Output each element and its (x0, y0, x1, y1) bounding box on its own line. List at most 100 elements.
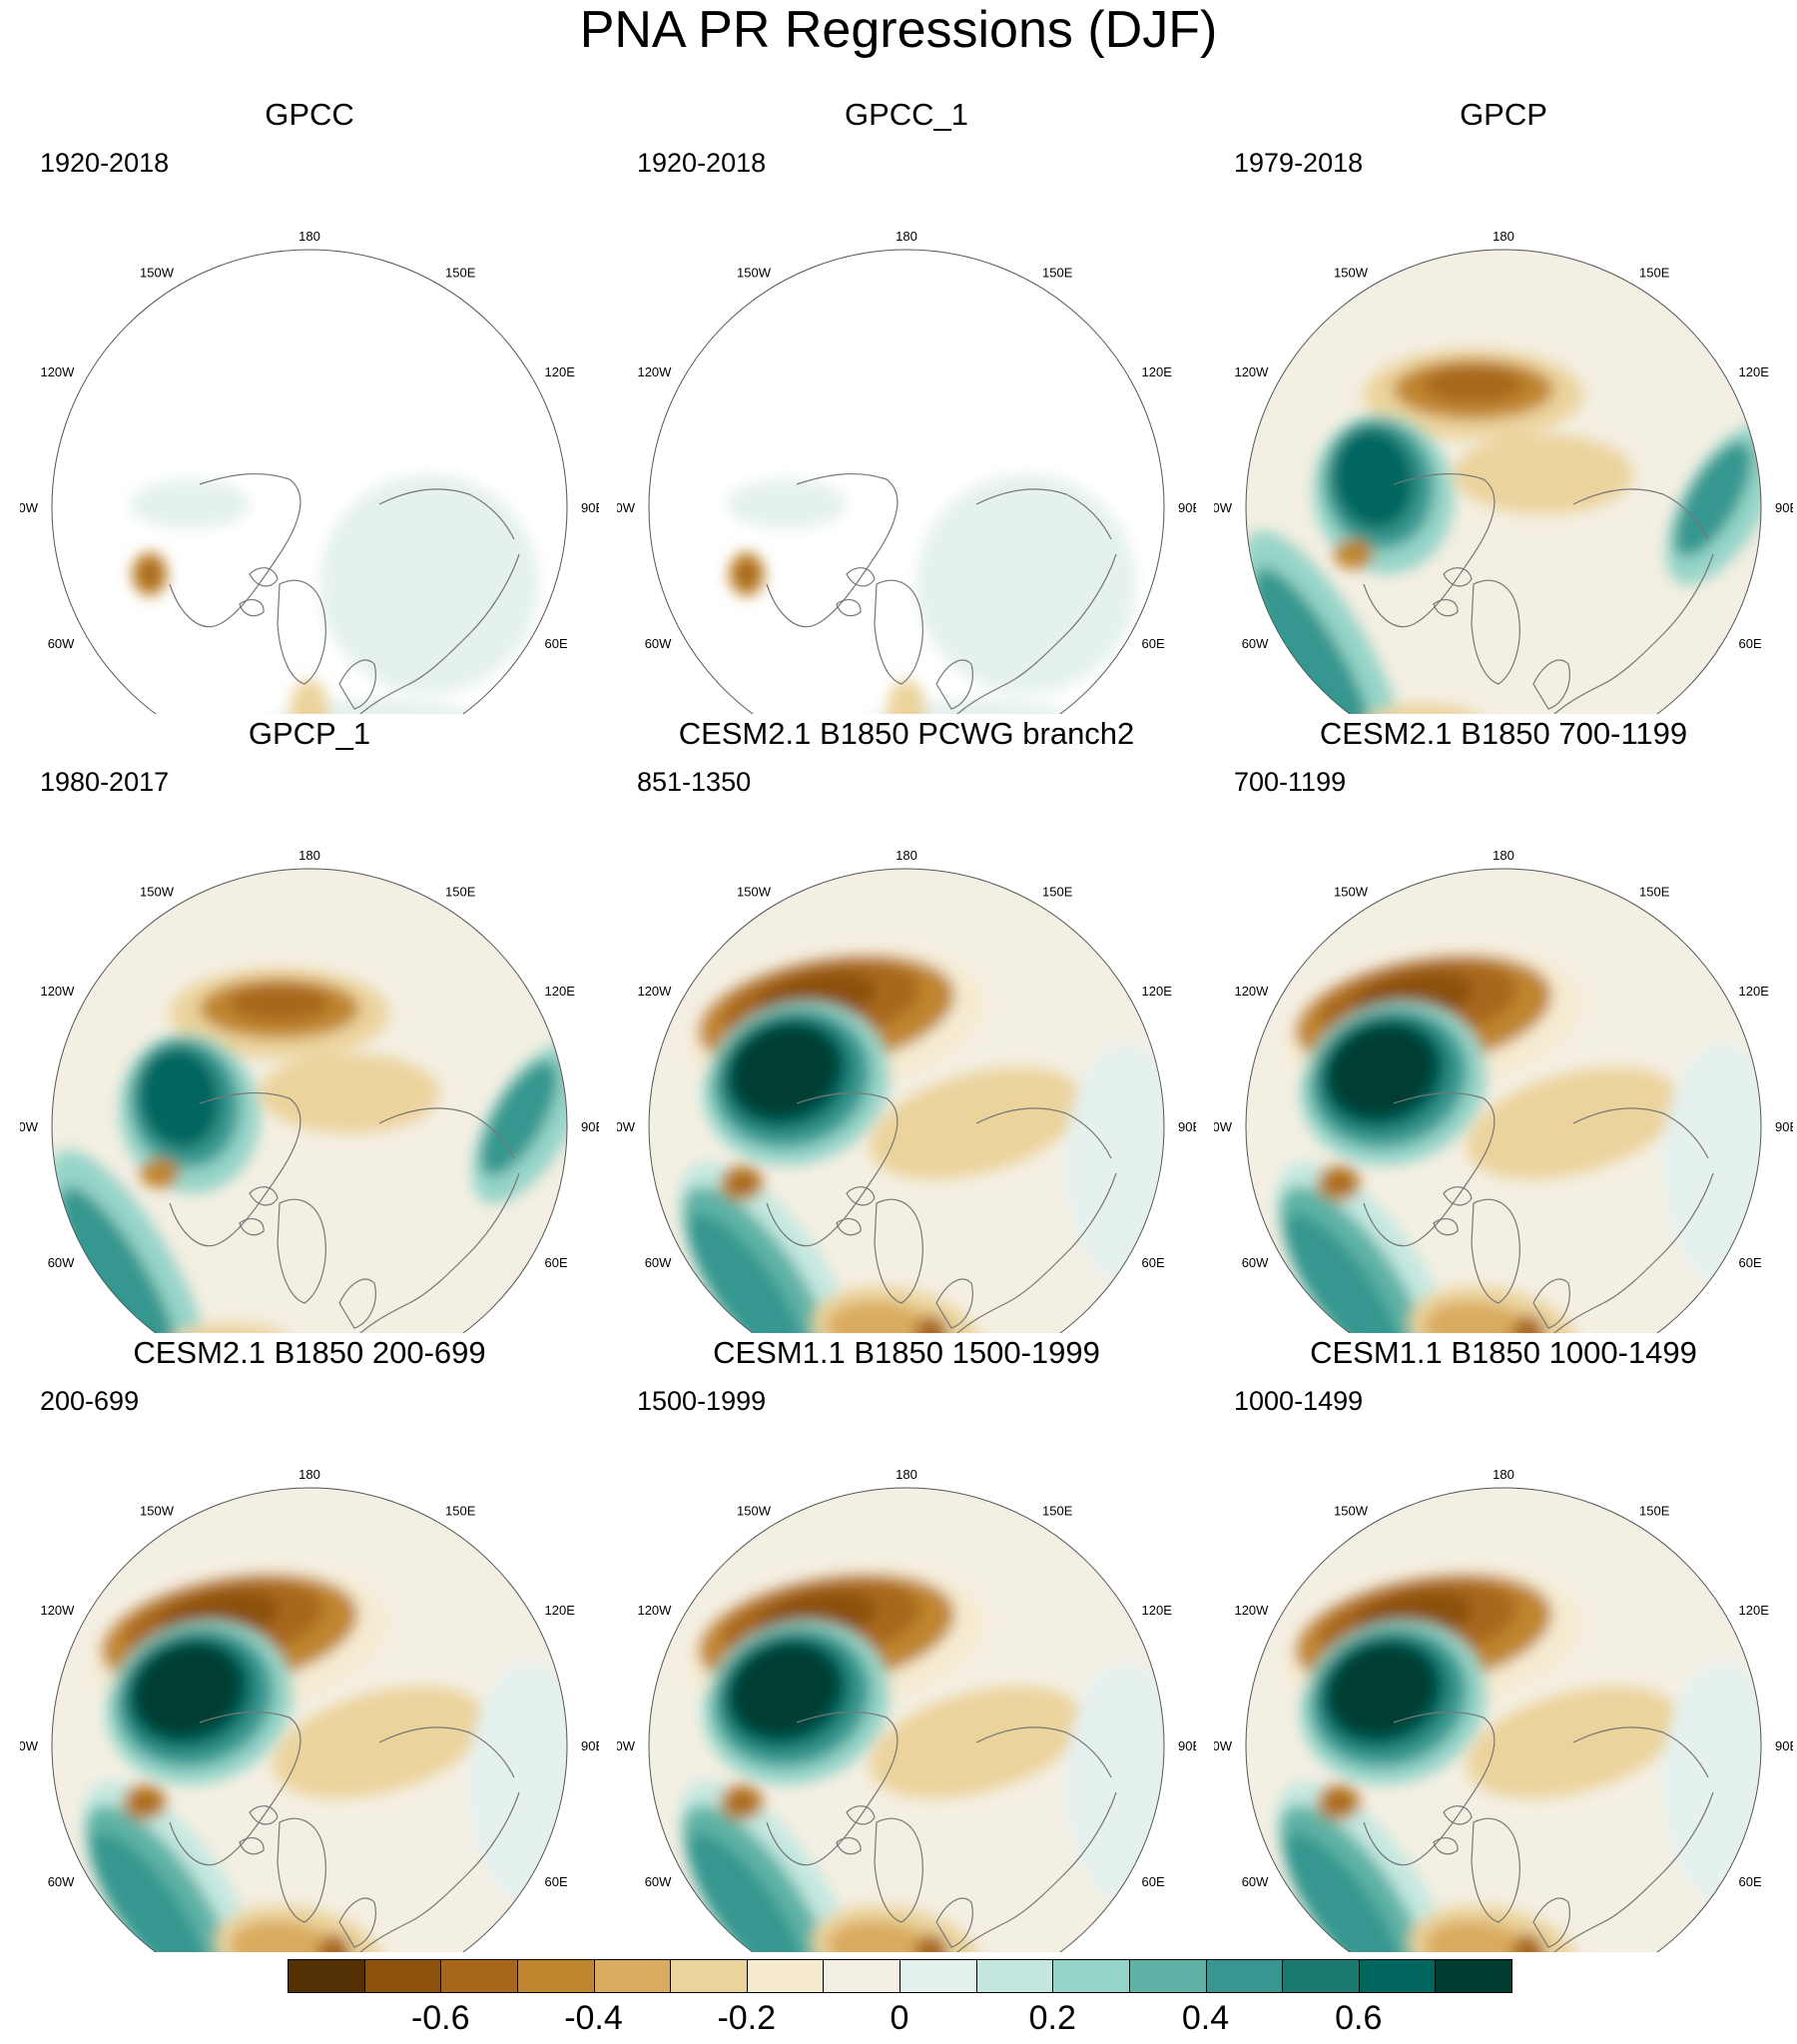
precip-anomaly-region (1510, 1315, 1546, 1333)
precip-anomaly-region (260, 1053, 439, 1133)
precip-anomaly-region (479, 1060, 559, 1176)
precip-anomaly-region (1066, 1043, 1164, 1283)
longitude-label: 150W (140, 884, 175, 899)
longitude-label: 90W (617, 500, 636, 515)
precip-anomaly-region (1284, 1832, 1404, 1952)
coastline (348, 1172, 520, 1333)
coastline (846, 1186, 876, 1206)
longitude-label: 60W (645, 1874, 672, 1889)
longitude-label: 90E (1775, 1119, 1793, 1134)
coastline (975, 488, 1112, 540)
longitude-label: 90E (581, 1119, 599, 1134)
precip-anomaly-region (90, 1832, 210, 1952)
longitude-label: 120W (637, 984, 672, 999)
coastline (836, 598, 862, 617)
precip-anomaly-region (469, 1663, 567, 1902)
precip-anomaly-region (1510, 1934, 1546, 1952)
polar-stereographic-map: 180150E120E90E60E30E030W60W90W120W150W (20, 848, 599, 1333)
polar-stereographic-map: 180150E120E90E60E30E030W60W90W120W150W (617, 1467, 1196, 1952)
map-boundary (1245, 1487, 1762, 1952)
coastline (1363, 1710, 1496, 1866)
longitude-label: 150W (737, 884, 772, 899)
longitude-label: 150E (1042, 884, 1073, 899)
longitude-label: 150E (445, 884, 476, 899)
colorbar-swatch (1435, 1959, 1512, 1993)
coastline (935, 1278, 973, 1329)
colorbar-tick-label: -0.2 (717, 1999, 777, 2037)
longitude-label: 120E (1142, 984, 1173, 999)
longitude-label: 60E (545, 636, 568, 651)
colorbar-swatch (1358, 1959, 1437, 1993)
longitude-label: 150W (140, 265, 175, 280)
coastline (348, 1791, 520, 1952)
map-panel: GPCP180150E120E90E60E30E030W60W90W120W15… (1214, 95, 1793, 714)
colorbar-tick-label: 0.2 (1028, 1999, 1076, 2037)
coastline (766, 1710, 898, 1866)
precip-anomaly-region (728, 1173, 756, 1193)
longitude-label: 180 (299, 1467, 320, 1482)
precip-anomaly-region (230, 1920, 349, 1952)
panel-title: CESM1.1 B1850 1500-1999 (713, 1335, 1100, 1370)
polar-stereographic-map: 180150E120E90E60E30E030W60W90W120W150W (1214, 1467, 1793, 1952)
longitude-label: 90W (20, 1119, 39, 1134)
longitude-label: 90E (581, 1738, 599, 1753)
longitude-label: 120W (40, 364, 75, 379)
precip-anomaly-region (316, 1934, 352, 1952)
colorbar-tick-label: 0 (890, 1999, 909, 2037)
longitude-label: 120W (1234, 984, 1269, 999)
precip-anomaly-region (131, 1792, 159, 1812)
coastline (1471, 1817, 1520, 1923)
precip-anomaly-region (230, 986, 329, 1022)
coastline (1532, 1897, 1570, 1948)
map-boundary (1245, 868, 1762, 1333)
longitude-label: 180 (299, 848, 320, 863)
precip-anomaly-region (1328, 1644, 1436, 1737)
longitude-label: 90W (20, 1738, 39, 1753)
longitude-label: 180 (299, 229, 320, 244)
longitude-label: 120E (1739, 984, 1770, 999)
longitude-label: 60W (48, 636, 75, 651)
longitude-label: 60W (645, 1255, 672, 1270)
precip-anomaly-region (1328, 1024, 1436, 1118)
coastline (1443, 567, 1473, 587)
coastline (1443, 1805, 1473, 1825)
longitude-label: 150W (140, 1503, 175, 1518)
longitude-label: 150W (1334, 884, 1369, 899)
precip-anomaly-region (913, 1934, 949, 1952)
polar-stereographic-map: 180150E120E90E60E30E030W60W90W120W150W (617, 229, 1196, 714)
longitude-label: 180 (896, 848, 917, 863)
longitude-label: 90E (1178, 1738, 1196, 1753)
longitude-label: 150W (737, 265, 772, 280)
longitude-label: 60E (1739, 636, 1762, 651)
coastline (1471, 1198, 1520, 1304)
longitude-label: 60E (1142, 1874, 1165, 1889)
polar-stereographic-map: 180150E120E90E60E30E030W60W90W120W150W (617, 848, 1196, 1333)
coastline (348, 553, 520, 714)
polar-stereographic-map: 180150E120E90E60E30E030W60W90W120W150W (1214, 229, 1793, 714)
precip-anomaly-region (1424, 1920, 1543, 1952)
precip-anomaly-region (140, 560, 160, 588)
coastline (766, 1091, 898, 1247)
panel-title: CESM2.1 B1850 200-699 (133, 1335, 486, 1370)
coastline (169, 1710, 301, 1866)
coastline (338, 659, 376, 710)
longitude-label: 180 (1493, 229, 1514, 244)
longitude-label: 150E (445, 1503, 476, 1518)
coastline (239, 1217, 265, 1236)
precip-anomaly-region (1333, 429, 1415, 529)
longitude-label: 90W (1214, 1738, 1233, 1753)
coastline (935, 659, 973, 710)
panel-title: GPCC (265, 97, 354, 132)
longitude-label: 120W (40, 984, 75, 999)
coastline (277, 579, 326, 685)
coastline (1433, 1836, 1459, 1855)
coastline (249, 1186, 279, 1206)
map-panel: CESM1.1 B1850 1000-1499 180 150E 120E 90E 60E… (1214, 1333, 1793, 1952)
coastline (1532, 1278, 1570, 1329)
precip-anomaly-region (687, 1832, 807, 1952)
period-label: 200-699 (40, 1386, 140, 1416)
colorbar-swatch (288, 1959, 365, 1993)
longitude-label: 180 (896, 229, 917, 244)
coastline (1542, 553, 1714, 714)
precip-anomaly-region (731, 1644, 839, 1737)
